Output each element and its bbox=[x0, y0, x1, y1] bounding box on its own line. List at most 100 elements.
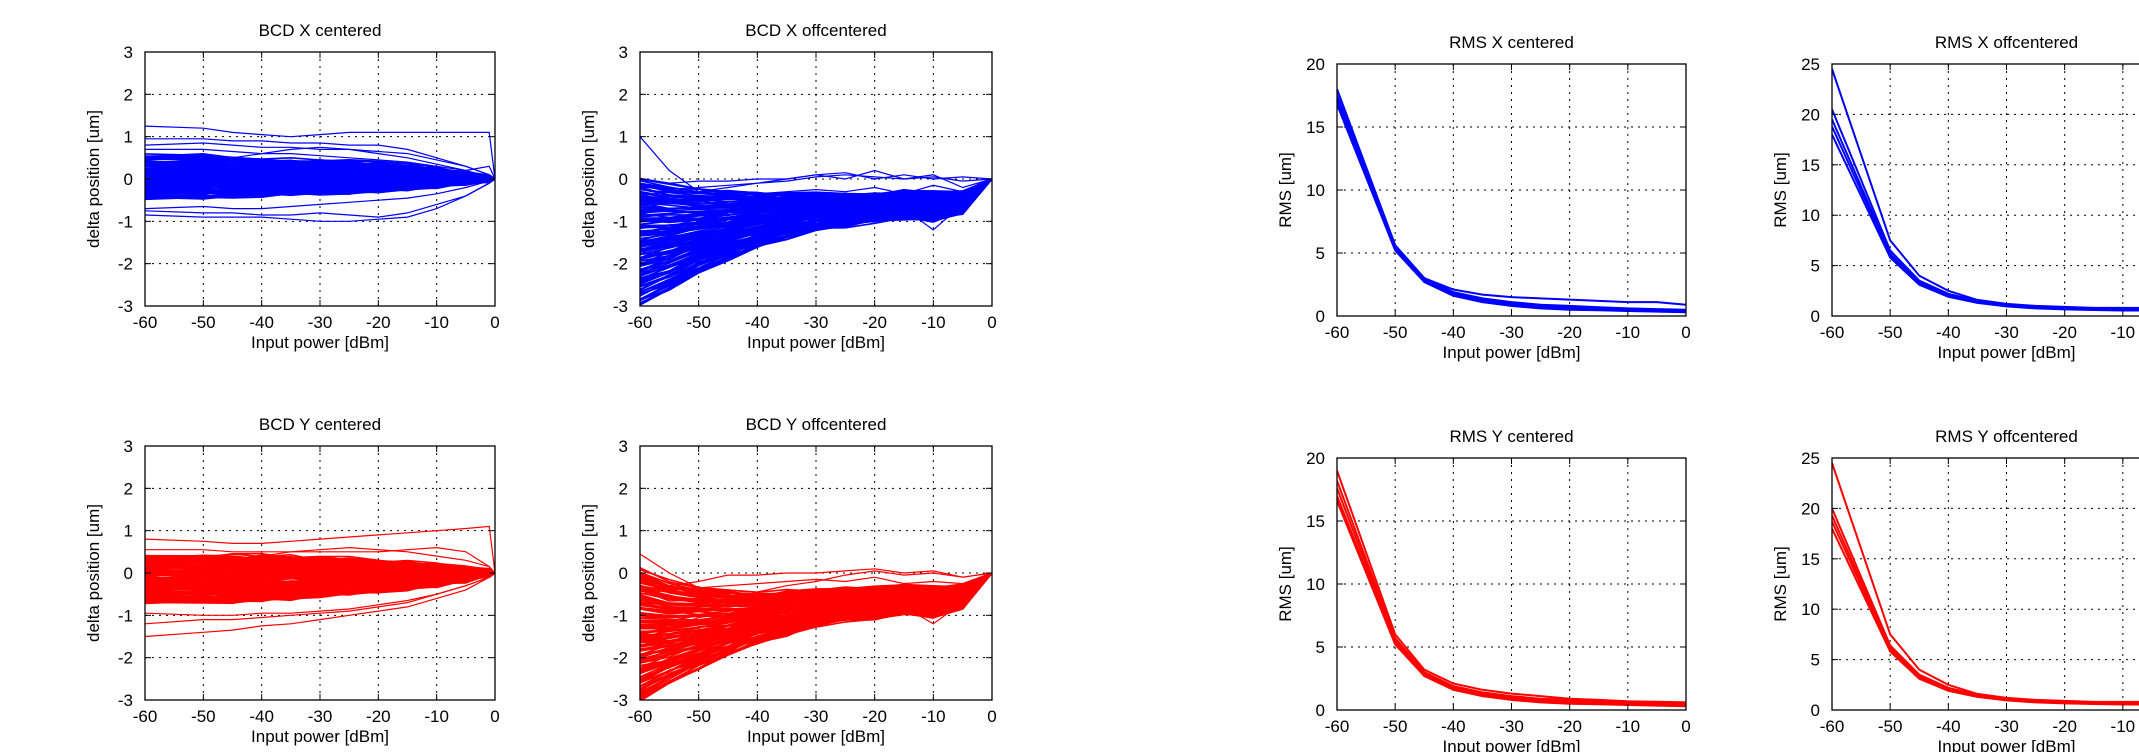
series-line bbox=[145, 552, 495, 574]
x-tick-label: -50 bbox=[1878, 717, 1903, 736]
x-tick-label: -50 bbox=[1878, 323, 1903, 342]
x-axis-label: Input power [dBm] bbox=[251, 727, 389, 746]
series-line-8 bbox=[145, 146, 495, 180]
y-tick-label: -1 bbox=[118, 212, 133, 231]
x-tick-label: -50 bbox=[191, 313, 216, 332]
y-tick-label: 5 bbox=[1811, 257, 1820, 276]
series-line-5 bbox=[1832, 134, 2139, 312]
series-line-3 bbox=[1832, 515, 2139, 705]
chart-title: BCD Y offcentered bbox=[746, 415, 887, 434]
series-line-2 bbox=[1832, 109, 2139, 310]
series-line-9 bbox=[145, 167, 495, 193]
y-tick-label: 15 bbox=[1306, 118, 1325, 137]
y-tick-label: 0 bbox=[619, 564, 628, 583]
y-tick-label: 15 bbox=[1306, 512, 1325, 531]
x-axis-label: Input power [dBm] bbox=[251, 333, 389, 352]
y-tick-label: 3 bbox=[619, 437, 628, 456]
chart-title: BCD X offcentered bbox=[745, 21, 886, 40]
y-tick-label: 20 bbox=[1801, 499, 1820, 518]
y-axis-label: delta position [um] bbox=[84, 504, 103, 642]
chart-rms-x-centered: -60 -50 -40 -30 -20 -10 0 0 5 10 15 20 RMS X centere… bbox=[1276, 33, 1691, 362]
y-axis-label: RMS [um] bbox=[1771, 546, 1790, 622]
series-line-5 bbox=[145, 572, 495, 616]
x-tick-label: -60 bbox=[1820, 717, 1845, 736]
series-line-1 bbox=[1832, 462, 2139, 703]
y-tick-label: 3 bbox=[124, 43, 133, 62]
series-group bbox=[1337, 470, 1686, 708]
series-line-2 bbox=[640, 568, 992, 587]
series-line-1 bbox=[640, 136, 992, 193]
x-tick-label: -60 bbox=[1820, 323, 1845, 342]
series-line-4 bbox=[1832, 521, 2139, 705]
y-tick-label: 0 bbox=[619, 170, 628, 189]
y-tick-label: 5 bbox=[1811, 651, 1820, 670]
series-line-5 bbox=[1337, 88, 1686, 306]
series-line-1 bbox=[1337, 470, 1686, 704]
x-tick-label: -30 bbox=[804, 707, 829, 726]
x-tick-label: -10 bbox=[1616, 717, 1641, 736]
series-line bbox=[640, 177, 992, 197]
y-tick-label: 0 bbox=[1316, 307, 1325, 326]
y-tick-label: 20 bbox=[1306, 55, 1325, 74]
x-tick-label: -50 bbox=[1383, 717, 1408, 736]
y-tick-label: 0 bbox=[1811, 307, 1820, 326]
x-tick-label: -60 bbox=[628, 313, 653, 332]
series-line bbox=[145, 554, 495, 574]
x-axis-label: Input power [dBm] bbox=[747, 727, 885, 746]
y-axis-label: delta position [um] bbox=[579, 504, 598, 642]
x-tick-label: -20 bbox=[1557, 717, 1582, 736]
y-tick-label: -3 bbox=[118, 297, 133, 316]
y-tick-label: -1 bbox=[613, 606, 628, 625]
y-tick-label: -1 bbox=[613, 212, 628, 231]
y-tick-label: 20 bbox=[1801, 105, 1820, 124]
x-tick-label: -20 bbox=[366, 707, 391, 726]
x-tick-label: -10 bbox=[921, 313, 946, 332]
y-tick-label: 5 bbox=[1316, 244, 1325, 263]
y-axis-label: RMS [um] bbox=[1771, 152, 1790, 228]
chart-title: BCD X centered bbox=[259, 21, 382, 40]
x-tick-label: -40 bbox=[249, 707, 274, 726]
x-tick-label: -40 bbox=[1936, 323, 1961, 342]
series-line bbox=[640, 178, 992, 203]
x-tick-label: -30 bbox=[1499, 717, 1524, 736]
series-line-1 bbox=[145, 525, 495, 574]
x-tick-label: -50 bbox=[686, 313, 711, 332]
x-axis-label: Input power [dBm] bbox=[747, 333, 885, 352]
x-tick-label: -30 bbox=[1994, 323, 2019, 342]
series-line-4 bbox=[1337, 495, 1686, 707]
x-tick-label: -10 bbox=[1616, 323, 1641, 342]
series-line-4 bbox=[1337, 103, 1686, 314]
y-tick-label: -3 bbox=[613, 691, 628, 710]
x-tick-label: -10 bbox=[424, 707, 449, 726]
axes-frame bbox=[1831, 457, 2139, 711]
x-tick-label: 0 bbox=[987, 313, 996, 332]
y-tick-label: 25 bbox=[1801, 55, 1820, 74]
y-tick-label: 1 bbox=[619, 522, 628, 541]
series-group bbox=[1337, 88, 1686, 314]
chart-title: RMS Y offcentered bbox=[1935, 427, 2078, 446]
x-tick-label: -40 bbox=[1441, 717, 1466, 736]
y-tick-label: 1 bbox=[124, 128, 133, 147]
y-tick-label: -2 bbox=[613, 649, 628, 668]
y-tick-label: 2 bbox=[124, 85, 133, 104]
series-line-3 bbox=[640, 169, 992, 197]
series-line-1 bbox=[1337, 88, 1686, 311]
y-tick-label: 1 bbox=[124, 522, 133, 541]
x-tick-label: -20 bbox=[366, 313, 391, 332]
x-tick-label: -10 bbox=[2111, 323, 2136, 342]
series-line-3 bbox=[145, 572, 495, 638]
y-tick-label: 25 bbox=[1801, 449, 1820, 468]
y-tick-label: 10 bbox=[1306, 575, 1325, 594]
series-group bbox=[640, 136, 992, 306]
y-tick-label: -2 bbox=[613, 255, 628, 274]
x-tick-label: -40 bbox=[745, 707, 770, 726]
series-line-2 bbox=[145, 546, 495, 574]
x-tick-label: -40 bbox=[1441, 323, 1466, 342]
series-line-4 bbox=[640, 572, 992, 642]
series-line bbox=[640, 572, 992, 598]
series-group bbox=[145, 525, 495, 638]
